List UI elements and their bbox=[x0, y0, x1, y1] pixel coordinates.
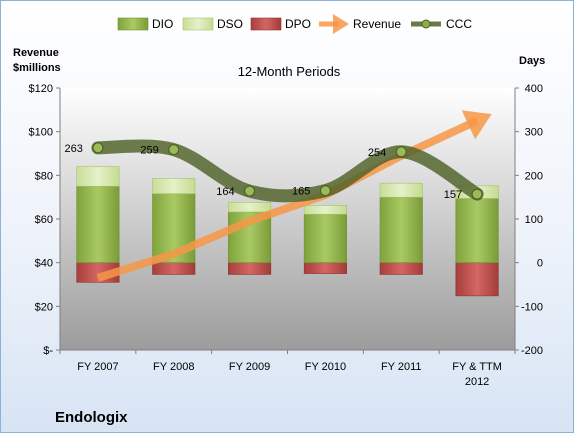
legend-swatch-dso bbox=[182, 17, 214, 31]
y-left-tick-label: $120 bbox=[29, 83, 53, 95]
ccc-point bbox=[471, 188, 483, 200]
y-right-tick-label: 300 bbox=[525, 127, 543, 139]
legend-label-ccc: CCC bbox=[446, 17, 472, 31]
y-right-tick-label: 0 bbox=[537, 258, 543, 270]
bar-dio bbox=[76, 185, 120, 263]
legend-marker-ccc bbox=[421, 19, 431, 29]
legend-label-dpo: DPO bbox=[285, 17, 311, 31]
axes-layer: $- $20 $40 $60 $80 $100 $120 -200 -100 0 100 200 300… bbox=[29, 83, 543, 388]
y-right-tick-label: 200 bbox=[525, 170, 543, 182]
y-left-label-line2: $millions bbox=[13, 62, 61, 74]
y-left-tick-label: $20 bbox=[35, 301, 53, 313]
ccc-point bbox=[243, 185, 256, 197]
legend-swatch-dio bbox=[117, 17, 149, 31]
y-left-tick-label: $60 bbox=[35, 214, 53, 226]
legend-item-ccc: CCC bbox=[411, 17, 472, 31]
bar-dso bbox=[76, 166, 120, 187]
bar-dpo bbox=[455, 262, 499, 297]
legend-item-dpo: DPO bbox=[250, 17, 311, 31]
legend-swatch-dpo bbox=[250, 17, 282, 31]
ccc-point bbox=[319, 185, 332, 197]
ccc-data-label: 164 bbox=[216, 186, 234, 198]
x-tick-label: 2012 bbox=[465, 376, 489, 388]
x-tick-label: FY 2010 bbox=[305, 361, 346, 373]
ccc-layer: 263 259 164 165 254 157 bbox=[65, 139, 484, 203]
legend-label-dso: DSO bbox=[217, 17, 243, 31]
ccc-point bbox=[395, 146, 407, 158]
ccc-data-label: 165 bbox=[292, 186, 310, 198]
bars-layer bbox=[76, 166, 499, 297]
bar-dio bbox=[303, 213, 347, 263]
ccc-data-label: 263 bbox=[65, 143, 83, 155]
x-tick-label: FY 2008 bbox=[153, 361, 194, 373]
x-tick-label: FY 2007 bbox=[77, 361, 118, 373]
ccc-point bbox=[168, 143, 180, 156]
y-left-tick-label: $- bbox=[43, 345, 53, 357]
x-tick-label: FY 2011 bbox=[381, 361, 422, 373]
bar-dio bbox=[455, 198, 499, 263]
ccc-point bbox=[92, 142, 104, 154]
bar-dso bbox=[303, 205, 347, 215]
bar-dso bbox=[152, 178, 196, 194]
company-name: Endologix bbox=[55, 409, 128, 426]
bar-dpo bbox=[152, 262, 196, 275]
bar-dpo bbox=[379, 262, 423, 275]
legend-item-dso: DSO bbox=[182, 17, 243, 31]
x-tick-label: FY & TTM bbox=[452, 361, 502, 373]
y-left-tick-label: $40 bbox=[35, 258, 53, 270]
bar-dso bbox=[228, 202, 272, 213]
y-right-label: Days bbox=[519, 55, 545, 67]
bar-dso bbox=[379, 182, 423, 198]
legend: DIO DSO DPO Revenue CCC bbox=[117, 14, 472, 34]
plot-area bbox=[60, 88, 515, 350]
y-left-tick-label: $80 bbox=[35, 170, 53, 182]
y-left-tick-label: $100 bbox=[29, 127, 53, 139]
y-right-tick-label: 100 bbox=[525, 214, 543, 226]
ccc-data-label: 157 bbox=[444, 189, 462, 201]
y-left-label-line1: Revenue bbox=[13, 47, 59, 59]
bar-dpo bbox=[228, 262, 272, 275]
ccc-data-label: 259 bbox=[140, 145, 158, 157]
chart-title: 12-Month Periods bbox=[238, 64, 341, 79]
bar-dpo bbox=[303, 262, 347, 274]
y-right-tick-label: -100 bbox=[521, 301, 543, 313]
legend-label-revenue: Revenue bbox=[353, 17, 401, 31]
legend-item-revenue: Revenue bbox=[319, 14, 401, 34]
y-right-tick-label: 400 bbox=[525, 83, 543, 95]
ccc-data-label: 254 bbox=[368, 147, 386, 159]
y-right-tick-label: -200 bbox=[521, 345, 543, 357]
x-tick-label: FY 2009 bbox=[229, 361, 270, 373]
legend-label-dio: DIO bbox=[152, 17, 173, 31]
legend-item-dio: DIO bbox=[117, 17, 173, 31]
bar-dio bbox=[379, 196, 423, 263]
